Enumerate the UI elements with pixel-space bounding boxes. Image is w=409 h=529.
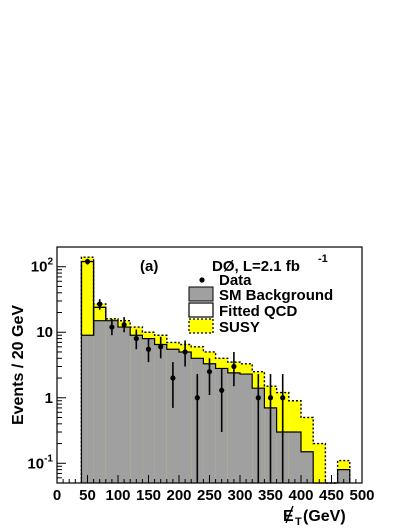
legend-data-marker [199, 277, 205, 283]
sm-background-bar [105, 320, 118, 483]
data-point [158, 344, 164, 350]
x-tick-label: 150 [136, 487, 161, 504]
annotation-sup: -1 [318, 253, 328, 265]
sm-background-bar [166, 349, 179, 483]
susy-bar [313, 443, 326, 483]
x-axis-title-unit: (GeV) [303, 508, 346, 525]
legend-item-fitted-qcd: Fitted QCD [188, 302, 297, 320]
sm-background-bar [203, 363, 216, 483]
legend-qcd-label: Fitted QCD [219, 303, 297, 320]
data-point [109, 324, 115, 330]
x-axis-title-slash [285, 505, 294, 524]
y-axis: 10-1 1 10 102 [27, 257, 66, 479]
legend-sm-label: SM Background [219, 287, 333, 304]
sm-background-bar [81, 335, 94, 483]
y-axis-title: Events / 20 GeV [10, 305, 27, 425]
sm-background-bar [154, 344, 167, 483]
sm-background-bar [288, 432, 301, 483]
x-tick-label: 250 [197, 487, 222, 504]
sm-background-bar [93, 320, 106, 483]
x-axis-title-sub: T [295, 516, 302, 528]
x-tick-label: 400 [288, 487, 313, 504]
x-tick-label: 0 [53, 487, 61, 504]
x-axis: 0 50 100 150 200 250 300 350 400 450 500 [53, 475, 375, 504]
y-tick-label: 10 [36, 324, 53, 341]
x-tick-label: 500 [349, 487, 374, 504]
data-point [280, 395, 286, 401]
sm-background-bar [118, 327, 131, 483]
data-point [231, 363, 237, 370]
luminosity-annotation: DØ, L=2.1 fb -1 [212, 253, 328, 275]
legend-data-label: Data [219, 272, 252, 289]
legend-item-susy: SUSY [188, 318, 260, 336]
sm-background-bar [240, 374, 253, 483]
panel-label: (a) [140, 258, 158, 275]
sm-background-bar [179, 351, 192, 483]
sm-background-bar [301, 451, 314, 483]
x-tick-label: 50 [79, 487, 96, 504]
legend-susy-swatch [188, 318, 214, 334]
sm-background-bar [337, 469, 350, 483]
legend-sm-swatch [188, 286, 214, 302]
data-point [206, 369, 213, 375]
legend: Data SM Background Fitted QCD SUSY [188, 272, 333, 336]
data-point [182, 349, 188, 355]
y-tick-label: 102 [31, 257, 54, 276]
data-point [267, 395, 274, 401]
x-tick-label: 300 [227, 487, 252, 504]
data-point [121, 322, 127, 328]
data-layer [84, 258, 286, 483]
sm-background-bar [227, 372, 240, 483]
y-tick-label: 10-1 [27, 453, 53, 472]
data-point [219, 387, 225, 393]
sm-background-layer [80, 320, 351, 484]
legend-item-sm-background: SM Background [188, 286, 333, 304]
x-tick-label: 200 [166, 487, 191, 504]
data-point [84, 258, 91, 265]
data-point [255, 395, 261, 401]
x-tick-label: 450 [319, 487, 344, 504]
x-tick-label: 350 [258, 487, 283, 504]
x-tick-label: 100 [105, 487, 130, 504]
legend-item-data: Data [199, 272, 252, 289]
data-point [145, 346, 152, 352]
data-point [133, 335, 139, 342]
data-point [97, 301, 103, 307]
data-point [170, 375, 176, 381]
annotation-main: DØ, L=2.1 fb [212, 258, 300, 275]
x-axis-title: E T (GeV) [283, 505, 346, 528]
y-tick-label: 1 [45, 390, 53, 407]
legend-susy-label: SUSY [219, 319, 260, 336]
sm-background-bar [130, 335, 143, 483]
legend-qcd-swatch [188, 302, 214, 318]
data-point [194, 395, 200, 401]
sm-background-bar [142, 338, 155, 483]
